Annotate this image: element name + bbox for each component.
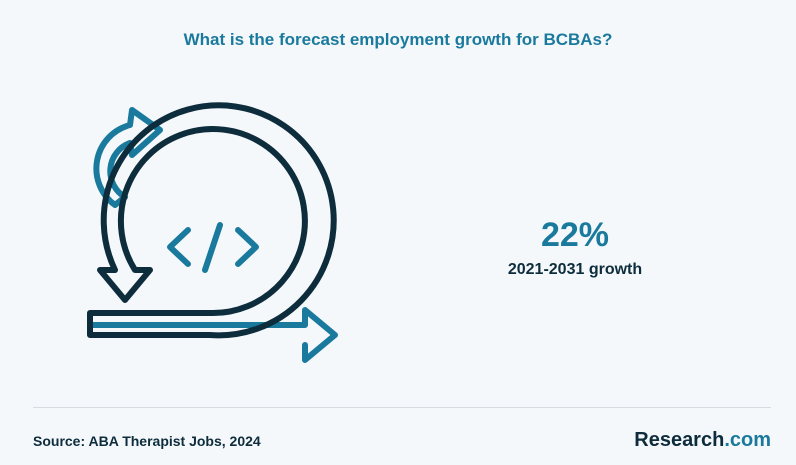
stat-label: 2021-2031 growth: [507, 261, 643, 278]
brand: Research.com: [634, 429, 771, 452]
title: What is the forecast employment growth f…: [183, 30, 613, 49]
source: Source: ABA Therapist Jobs, 2024: [33, 433, 261, 449]
agile-icon: [87, 102, 338, 363]
divider: [33, 407, 771, 408]
brand-main: Research: [634, 429, 725, 451]
stat-value: 22%: [540, 216, 610, 254]
brand-suffix: .com: [724, 429, 771, 451]
